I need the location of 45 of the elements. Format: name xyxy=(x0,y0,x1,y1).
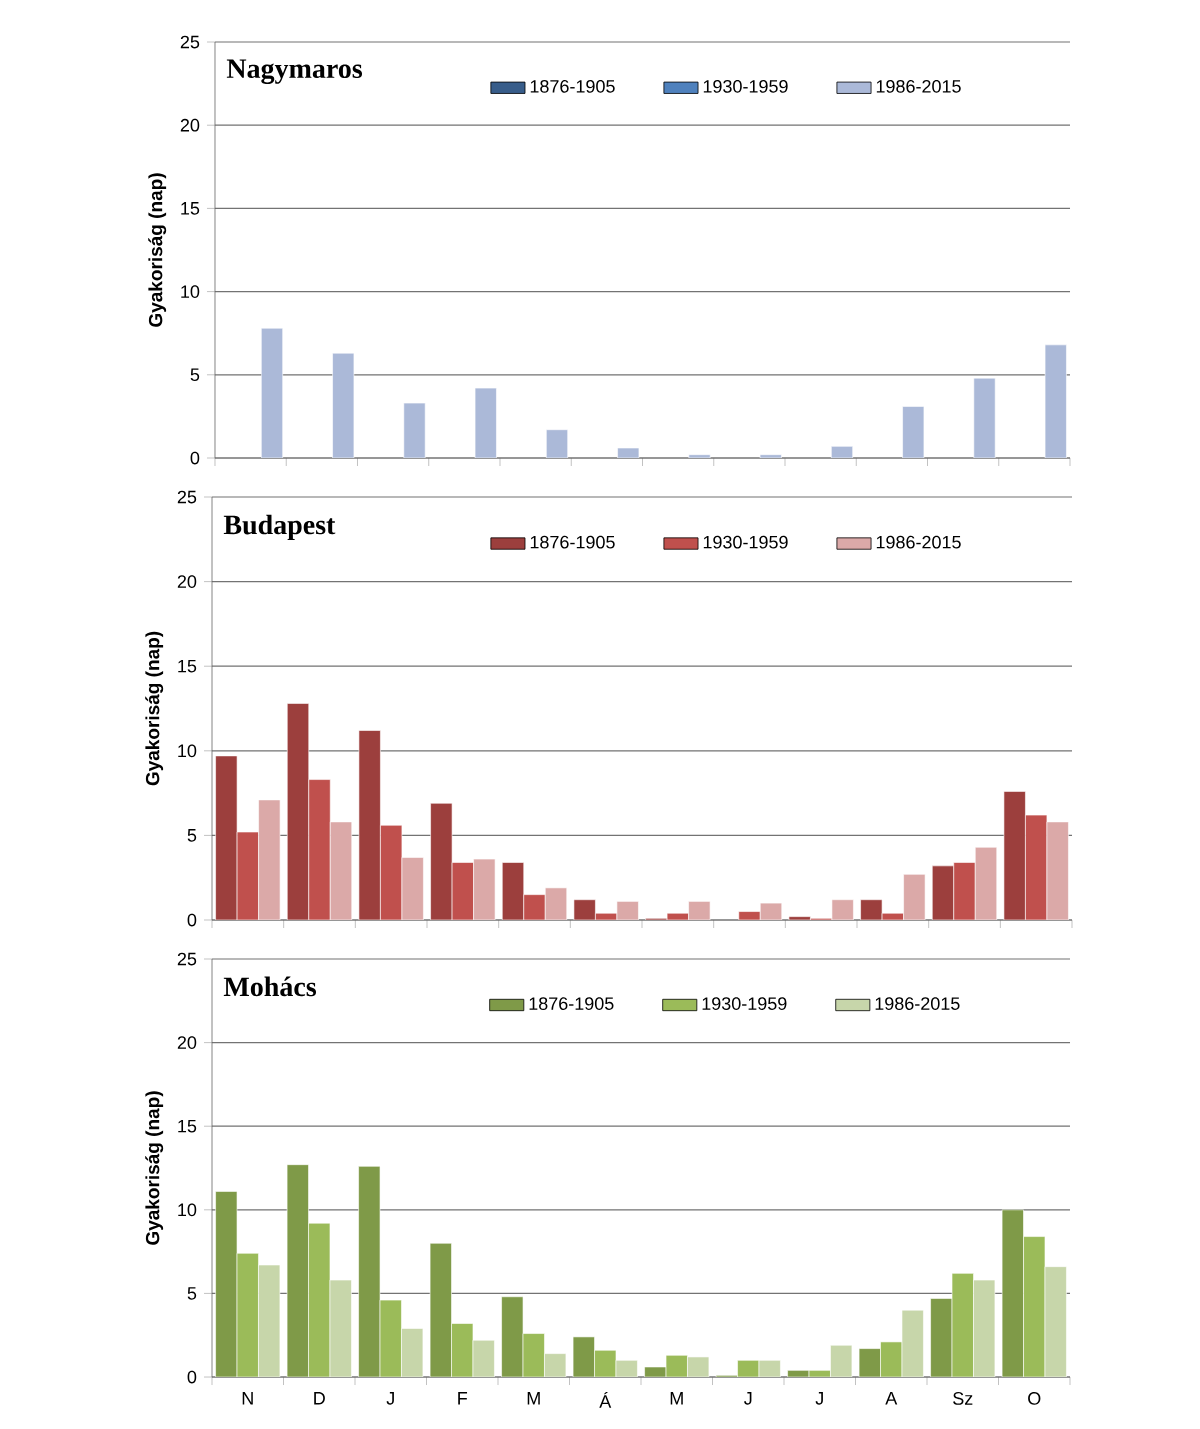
y-axis-title: Gyakoriság (nap) xyxy=(145,631,164,786)
x-tick-label: Á xyxy=(599,1392,612,1408)
x-tick-label: M xyxy=(527,1392,540,1405)
x-tick-label: A xyxy=(885,1392,898,1405)
y-tick-label: 10 xyxy=(178,744,197,758)
y-tick-label: 15 xyxy=(178,659,197,673)
text: Nagymaros xyxy=(226,59,363,84)
legend-label: 1876-1905 xyxy=(530,535,615,549)
x-tick-label: D xyxy=(314,1392,325,1405)
legend-label: 1986-2015 xyxy=(875,997,960,1010)
x-tick-label: F xyxy=(458,1392,468,1405)
y-tick-label: 10 xyxy=(178,1203,197,1217)
y-tick-label: 0 xyxy=(190,451,200,465)
text: Budapest xyxy=(223,514,336,541)
y-tick-label: 20 xyxy=(177,575,197,588)
x-tick-label: M xyxy=(670,1392,683,1405)
y-tick-label: 25 xyxy=(177,952,197,966)
y-tick-label: 0 xyxy=(187,1370,197,1384)
y-tick-label: 15 xyxy=(181,202,200,215)
legend-label: 1930-1959 xyxy=(703,79,788,93)
y-tick-label: 5 xyxy=(187,1287,197,1300)
x-tick-label: N xyxy=(242,1392,253,1405)
y-tick-label: 25 xyxy=(180,35,200,49)
legend-label: 1876-1905 xyxy=(530,79,615,93)
y-tick-label: 15 xyxy=(178,1119,197,1133)
y-tick-label: 0 xyxy=(187,913,197,927)
x-tick-label: J xyxy=(386,1392,394,1405)
y-tick-label: 5 xyxy=(190,368,200,382)
legend-label: 1930-1959 xyxy=(702,997,787,1010)
legend-label: 1986-2015 xyxy=(876,79,961,93)
chart-title: Mohács xyxy=(223,976,317,997)
y-tick-label: 10 xyxy=(181,285,200,298)
x-tick-label: J xyxy=(744,1392,752,1405)
y-tick-label: 5 xyxy=(187,829,197,842)
x-tick-label: O xyxy=(1028,1392,1041,1405)
x-tick-label: J xyxy=(815,1392,823,1405)
legend-label: 1876-1905 xyxy=(529,997,614,1010)
y-axis-title: Gyakoriság (nap) xyxy=(148,173,167,327)
x-tick-label: Sz xyxy=(953,1392,973,1405)
legend-label: 1930-1959 xyxy=(703,535,788,549)
y-tick-label: 20 xyxy=(177,1036,197,1049)
legend-label: 1986-2015 xyxy=(876,535,961,549)
y-axis-title: Gyakoriság (nap) xyxy=(145,1091,164,1245)
y-tick-label: 25 xyxy=(177,490,197,504)
y-tick-label: 20 xyxy=(180,118,200,132)
